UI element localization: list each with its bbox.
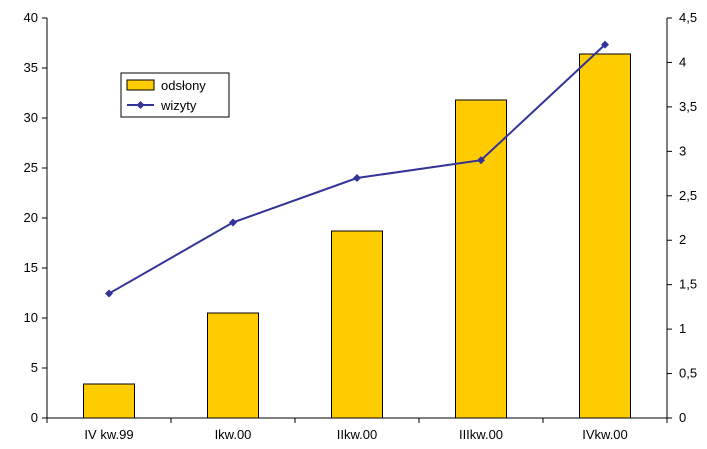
left-tick-label: 25 xyxy=(24,160,38,175)
legend-swatch-bars xyxy=(126,79,155,91)
right-tick-label: 2 xyxy=(679,232,686,247)
bar xyxy=(83,383,135,419)
line-point xyxy=(105,289,113,298)
right-tick-label: 0 xyxy=(679,410,686,425)
x-tick-label: IIkw.00 xyxy=(337,427,377,442)
left-tick-label: 35 xyxy=(24,60,38,75)
line-point xyxy=(601,40,609,49)
x-tick-label: IIIkw.00 xyxy=(459,427,503,442)
left-tick-label: 30 xyxy=(24,110,38,125)
left-tick-label: 5 xyxy=(31,360,38,375)
left-tick-label: 0 xyxy=(31,410,38,425)
bar xyxy=(207,312,259,419)
x-tick-label: IV kw.99 xyxy=(84,427,133,442)
legend-label-line: wizyty xyxy=(160,98,197,113)
bar xyxy=(579,53,631,419)
right-tick-label: 4 xyxy=(679,54,686,69)
right-tick-label: 1,5 xyxy=(679,277,697,292)
left-tick-label: 20 xyxy=(24,210,38,225)
axes-layer: 0 5 10 15 20 25 30 35 40 0 0,5 1 1,5 2 2,5 3 3,5 4 4,5 IV k… xyxy=(24,10,698,442)
bar xyxy=(455,99,507,419)
line-point xyxy=(229,218,237,227)
legend-label-bars: odsłony xyxy=(161,78,206,93)
right-tick-label: 3 xyxy=(679,143,686,158)
x-tick-label: Ikw.00 xyxy=(215,427,252,442)
line-point xyxy=(353,174,361,182)
right-tick-label: 3,5 xyxy=(679,99,697,114)
line-layer xyxy=(105,40,609,298)
x-tick-label: IVkw.00 xyxy=(582,427,628,442)
line-point xyxy=(477,156,485,165)
right-tick-label: 1 xyxy=(679,321,686,336)
right-tick-label: 4,5 xyxy=(679,10,697,25)
left-tick-label: 15 xyxy=(24,260,38,275)
bar xyxy=(331,230,383,419)
bars-layer xyxy=(83,53,631,419)
legend: odsłony wizyty xyxy=(120,72,230,118)
legend-marker-icon xyxy=(136,101,145,109)
right-tick-label: 0,5 xyxy=(679,366,697,381)
right-tick-label: 2,5 xyxy=(679,188,697,203)
left-tick-label: 40 xyxy=(24,10,38,25)
left-tick-label: 10 xyxy=(24,310,38,325)
